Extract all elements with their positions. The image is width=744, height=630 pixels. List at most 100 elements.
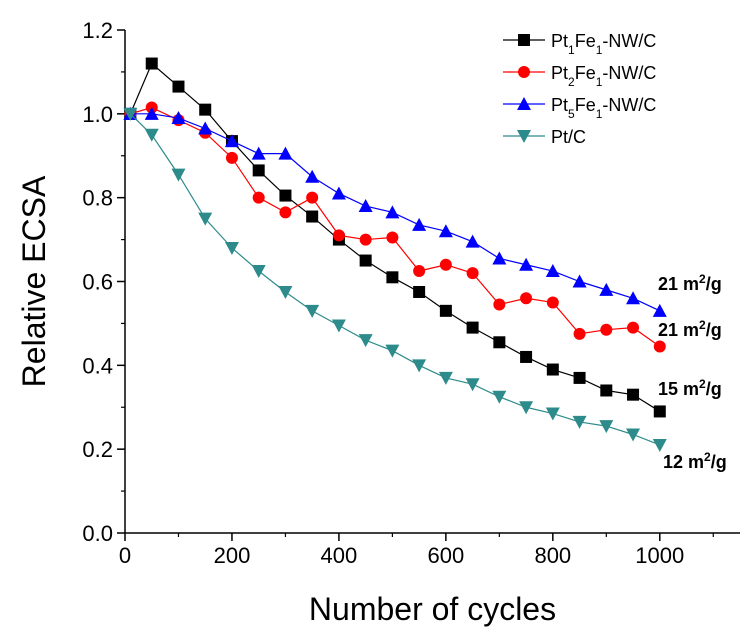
- data-point: [412, 359, 427, 373]
- legend-label: Pt5Fe1-NW/C: [551, 95, 656, 121]
- x-tick-label: 400: [321, 543, 358, 568]
- y-tick-label: 1.2: [82, 18, 113, 43]
- data-point: [278, 285, 293, 299]
- data-point: [252, 191, 265, 204]
- data-point: [653, 340, 666, 353]
- data-point: [413, 265, 426, 278]
- data-point: [306, 191, 319, 204]
- y-tick-label: 0.8: [82, 186, 113, 211]
- data-point: [493, 298, 506, 311]
- data-point: [546, 296, 559, 309]
- data-point: [198, 212, 213, 226]
- legend-entry: Pt/C: [503, 127, 586, 147]
- data-point: [545, 264, 560, 278]
- legend: Pt1Fe1-NW/C Pt2Fe1-NW/C Pt5Fe1-NW/C Pt/C: [503, 31, 656, 147]
- data-point: [653, 405, 666, 418]
- data-point: [225, 151, 238, 164]
- x-tick-label: 800: [534, 543, 571, 568]
- data-point: [600, 384, 613, 397]
- data-point: [519, 257, 534, 271]
- data-point: [465, 378, 480, 392]
- data-point: [332, 229, 345, 242]
- data-point: [466, 321, 479, 334]
- data-point: [224, 241, 239, 255]
- data-point: [358, 334, 373, 348]
- data-point: [305, 304, 320, 318]
- legend-label: Pt/C: [551, 127, 586, 147]
- data-point: [573, 371, 586, 384]
- annotations: 21 m2/g 21 m2/g 15 m2/g 12 m2/g: [658, 272, 727, 472]
- data-point: [572, 415, 587, 429]
- data-point: [171, 168, 186, 182]
- legend-label: Pt2Fe1-NW/C: [551, 63, 656, 89]
- legend-entry: Pt2Fe1-NW/C: [503, 63, 656, 89]
- data-point: [599, 420, 614, 434]
- data-point: [252, 164, 265, 177]
- series-layer: [123, 57, 667, 452]
- y-tick-label: 1.0: [82, 102, 113, 127]
- data-point: [439, 258, 452, 271]
- data-point: [412, 217, 427, 231]
- data-point: [439, 304, 452, 317]
- data-point: [251, 146, 266, 160]
- data-point: [492, 390, 507, 404]
- data-point: [600, 323, 613, 336]
- data-point: [493, 336, 506, 349]
- legend-entry: Pt5Fe1-NW/C: [503, 95, 656, 121]
- data-point: [573, 327, 586, 340]
- data-point: [144, 106, 159, 120]
- legend-entry: Pt1Fe1-NW/C: [503, 31, 656, 57]
- data-point: [306, 210, 319, 223]
- legend-marker: [517, 130, 531, 143]
- data-point: [465, 234, 480, 248]
- legend-label: Pt1Fe1-NW/C: [551, 31, 656, 57]
- x-tick-label: 600: [428, 543, 465, 568]
- x-tick-label: 200: [214, 543, 251, 568]
- data-point: [278, 146, 293, 160]
- data-point: [545, 407, 560, 421]
- axes: 0 200 400 600 800 1000 0.0 0.2 0.4 0.6 0.8 1.0 1.2: [82, 18, 740, 568]
- data-point: [331, 186, 346, 200]
- y-axis-title: Relative ECSA: [16, 175, 52, 387]
- data-point: [331, 319, 346, 333]
- series-4: [123, 107, 667, 452]
- data-point: [224, 134, 239, 148]
- data-point: [145, 57, 158, 70]
- data-point: [627, 388, 640, 401]
- surface-area-annotation: 21 m2/g: [658, 272, 722, 294]
- data-point: [172, 80, 185, 93]
- data-point: [279, 206, 292, 219]
- data-point: [652, 303, 667, 317]
- data-point: [359, 233, 372, 246]
- data-point: [199, 103, 212, 116]
- data-point: [251, 265, 266, 279]
- x-axis-title: Number of cycles: [309, 591, 556, 627]
- data-point: [520, 292, 533, 305]
- data-point: [358, 199, 373, 213]
- data-point: [279, 189, 292, 202]
- x-tick-label: 0: [119, 543, 131, 568]
- surface-area-annotation: 15 m2/g: [658, 377, 722, 399]
- data-point: [359, 254, 372, 267]
- data-point: [519, 401, 534, 415]
- data-point: [305, 169, 320, 183]
- data-point: [438, 224, 453, 238]
- y-tick-label: 0.6: [82, 270, 113, 295]
- data-point: [626, 428, 641, 442]
- y-tick-label: 0.0: [82, 521, 113, 546]
- data-point: [492, 251, 507, 265]
- data-point: [626, 291, 641, 305]
- legend-marker: [518, 66, 530, 78]
- data-point: [386, 271, 399, 284]
- data-point: [385, 344, 400, 358]
- legend-marker: [517, 97, 531, 110]
- data-point: [413, 285, 426, 298]
- data-point: [520, 350, 533, 363]
- data-point: [438, 371, 453, 385]
- x-tick-label: 1000: [635, 543, 684, 568]
- y-tick-label: 0.2: [82, 437, 113, 462]
- series-1: [124, 57, 666, 418]
- data-point: [144, 128, 159, 142]
- data-point: [386, 231, 399, 244]
